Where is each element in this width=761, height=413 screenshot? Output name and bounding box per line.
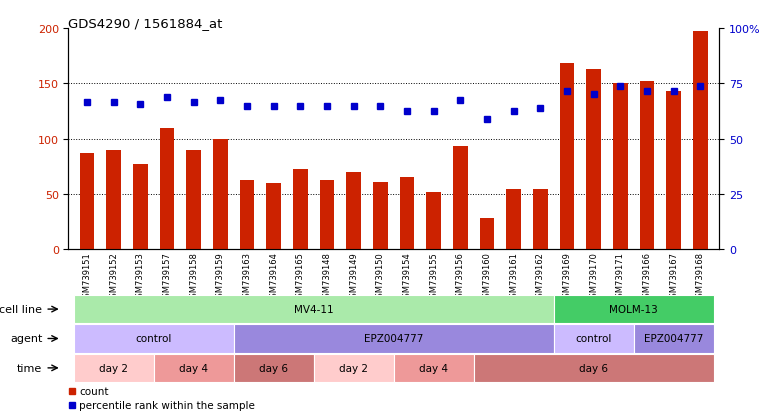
Bar xyxy=(667,92,681,250)
Text: day 6: day 6 xyxy=(579,363,608,373)
Bar xyxy=(613,84,628,250)
Text: count: count xyxy=(79,386,109,396)
Bar xyxy=(587,70,601,250)
Bar xyxy=(240,180,254,250)
Bar xyxy=(474,354,714,382)
Bar xyxy=(346,173,361,250)
Bar xyxy=(373,183,388,250)
Bar xyxy=(160,128,174,250)
Text: agent: agent xyxy=(10,334,43,344)
Text: control: control xyxy=(135,334,172,344)
Bar xyxy=(453,147,468,250)
Text: percentile rank within the sample: percentile rank within the sample xyxy=(79,400,255,410)
Bar xyxy=(80,154,94,250)
Text: cell line: cell line xyxy=(0,304,43,314)
Bar xyxy=(133,165,148,250)
Bar xyxy=(640,82,654,250)
Bar xyxy=(74,325,234,353)
Text: time: time xyxy=(18,363,43,373)
Text: EPZ004777: EPZ004777 xyxy=(644,334,703,344)
Bar xyxy=(554,295,714,323)
Bar xyxy=(234,325,554,353)
Text: GDS4290 / 1561884_at: GDS4290 / 1561884_at xyxy=(68,17,223,29)
Bar xyxy=(560,64,575,250)
Bar xyxy=(107,150,121,250)
Bar xyxy=(266,183,281,250)
Bar xyxy=(74,354,154,382)
Text: day 2: day 2 xyxy=(100,363,129,373)
Text: MOLM-13: MOLM-13 xyxy=(610,304,658,314)
Bar xyxy=(154,354,234,382)
Bar xyxy=(234,354,314,382)
Text: day 2: day 2 xyxy=(339,363,368,373)
Text: MV4-11: MV4-11 xyxy=(294,304,333,314)
Text: EPZ004777: EPZ004777 xyxy=(364,334,424,344)
Bar xyxy=(186,150,201,250)
Bar xyxy=(293,169,307,250)
Text: day 4: day 4 xyxy=(180,363,209,373)
Bar xyxy=(314,354,394,382)
Bar xyxy=(74,295,554,323)
Bar xyxy=(426,192,441,250)
Text: control: control xyxy=(575,334,612,344)
Bar xyxy=(320,180,335,250)
Bar xyxy=(634,325,714,353)
Bar xyxy=(480,219,495,250)
Bar xyxy=(394,354,474,382)
Bar xyxy=(400,178,415,250)
Bar xyxy=(554,325,634,353)
Text: day 6: day 6 xyxy=(260,363,288,373)
Bar xyxy=(507,189,521,250)
Bar xyxy=(213,140,228,250)
Bar xyxy=(533,189,548,250)
Text: day 4: day 4 xyxy=(419,363,448,373)
Bar xyxy=(693,32,708,250)
